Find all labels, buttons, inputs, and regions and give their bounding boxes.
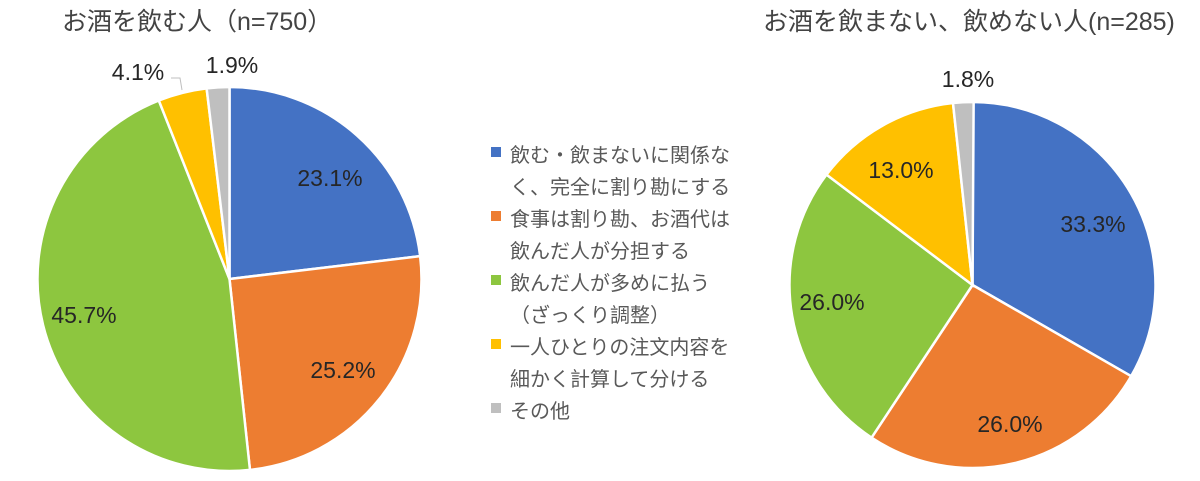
- svg-text:1.9%: 1.9%: [206, 52, 258, 78]
- svg-text:4.1%: 4.1%: [112, 59, 164, 85]
- svg-text:26.0%: 26.0%: [977, 411, 1042, 437]
- svg-text:1.8%: 1.8%: [942, 66, 994, 92]
- svg-text:23.1%: 23.1%: [297, 165, 362, 191]
- svg-text:33.3%: 33.3%: [1060, 211, 1125, 237]
- svg-text:26.0%: 26.0%: [799, 289, 864, 315]
- svg-text:45.7%: 45.7%: [51, 302, 116, 328]
- svg-text:25.2%: 25.2%: [310, 357, 375, 383]
- svg-text:13.0%: 13.0%: [868, 157, 933, 183]
